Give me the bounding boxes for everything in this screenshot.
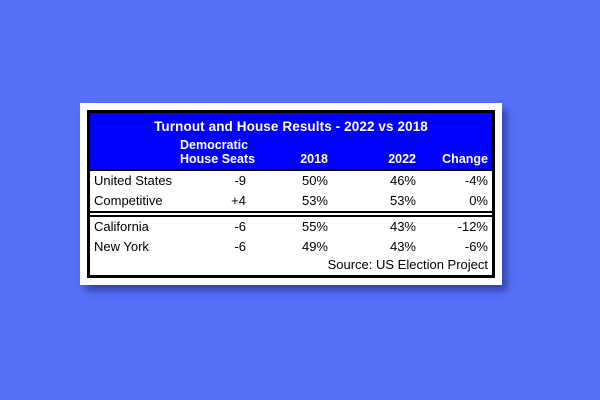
row-label: California: [94, 219, 149, 234]
table-row-united-states: United States -9 50% 46% -4%: [90, 171, 492, 191]
cell-seats: -6: [234, 239, 246, 254]
cell-2018: 50%: [301, 173, 328, 188]
column-header-2018: 2018: [300, 152, 328, 166]
row-label: Competitive: [94, 193, 163, 208]
cell-2022: 53%: [389, 193, 416, 208]
column-header-change: Change: [442, 152, 488, 166]
table-header: Turnout and House Results - 2022 vs 2018…: [90, 113, 492, 171]
table-row-new-york: New York -6 49% 43% -6%: [90, 237, 492, 257]
column-header-row: Democratic House Seats 2018 2022 Change: [90, 135, 492, 166]
cell-change: -6%: [464, 239, 488, 254]
row-label: New York: [94, 239, 149, 254]
cell-2018: 49%: [301, 239, 328, 254]
cell-2022: 46%: [389, 173, 416, 188]
table-row-california: California -6 55% 43% -12%: [90, 217, 492, 237]
table-title: Turnout and House Results - 2022 vs 2018: [154, 119, 428, 134]
source-note: Source: US Election Project: [90, 257, 492, 275]
cell-2022: 43%: [389, 219, 416, 234]
turnout-table: Turnout and House Results - 2022 vs 2018…: [87, 110, 495, 278]
cell-change: -4%: [464, 173, 488, 188]
column-header-democratic-house-seats: Democratic House Seats: [180, 138, 256, 166]
cell-2018: 53%: [301, 193, 328, 208]
table-row-competitive: Competitive +4 53% 53% 0%: [90, 191, 492, 211]
row-label: United States: [94, 173, 173, 188]
cell-change: 0%: [469, 193, 488, 208]
cell-seats: +4: [231, 193, 246, 208]
column-header-2022: 2022: [388, 152, 416, 166]
table-card: Turnout and House Results - 2022 vs 2018…: [80, 103, 502, 285]
cell-seats: -6: [234, 219, 246, 234]
cell-seats: -9: [234, 173, 246, 188]
cell-2018: 55%: [301, 219, 328, 234]
cell-2022: 43%: [389, 239, 416, 254]
section-divider: [90, 211, 492, 217]
cell-change: -12%: [457, 219, 488, 234]
